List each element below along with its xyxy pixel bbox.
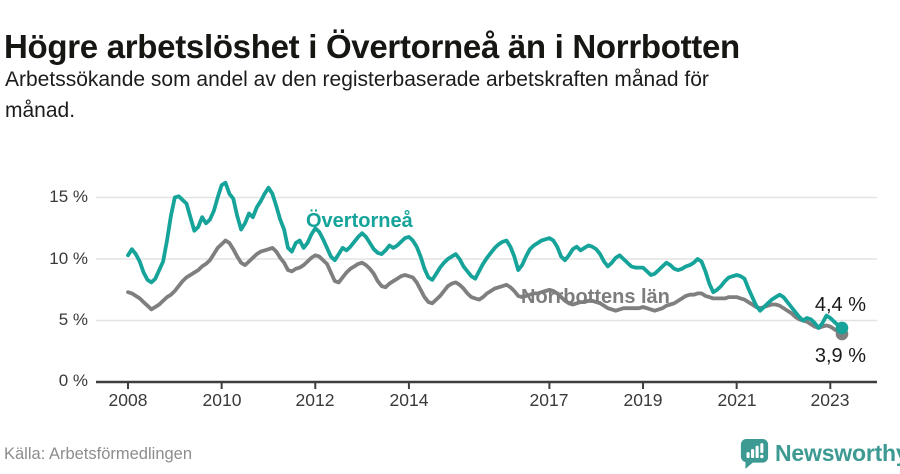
newsworthy-bar-chart-bubble-icon — [740, 439, 769, 469]
series-end-dot-1 — [835, 321, 849, 335]
x-axis-tick-label: 2010 — [202, 390, 242, 410]
brand-wordmark: Newsworthy — [775, 440, 900, 466]
subtitle-line: Arbetssökande som andel av den registerb… — [5, 68, 709, 91]
end-value-label-norrbotten: 3,9 % — [814, 345, 866, 367]
y-axis-tick-label: 10 % — [49, 249, 88, 268]
series-label-overtornea: Övertorneå — [306, 210, 413, 232]
x-axis-tick-label: 2017 — [529, 390, 569, 410]
y-axis-tick-label: 15 % — [49, 187, 88, 206]
chart-subtitle: Arbetssökande som andel av den registerb… — [5, 64, 865, 126]
series-label-norrbotten: Norrbottens län — [521, 286, 670, 308]
x-axis-tick-label: 2021 — [717, 390, 757, 410]
y-axis-tick-label: 0 % — [58, 371, 88, 390]
x-axis-tick-label: 2008 — [108, 390, 148, 410]
x-axis-tick-label: 2023 — [810, 390, 850, 410]
page-title: Högre arbetslöshet i Övertorneå än i Nor… — [4, 28, 740, 66]
y-axis-tick-label: 5 % — [58, 310, 88, 329]
brand-lockup: Newsworthy — [740, 438, 900, 469]
source-credit: Källa: Arbetsförmedlingen — [4, 445, 193, 463]
x-axis-tick-label: 2014 — [389, 390, 429, 410]
series-line-1 — [126, 180, 844, 330]
x-axis-tick-label: 2012 — [295, 390, 335, 410]
subtitle-line: månad. — [5, 99, 76, 122]
end-value-label-overtornea: 4,4 % — [814, 294, 866, 316]
x-axis-tick-label: 2019 — [623, 390, 663, 410]
series-line-0 — [126, 238, 844, 336]
